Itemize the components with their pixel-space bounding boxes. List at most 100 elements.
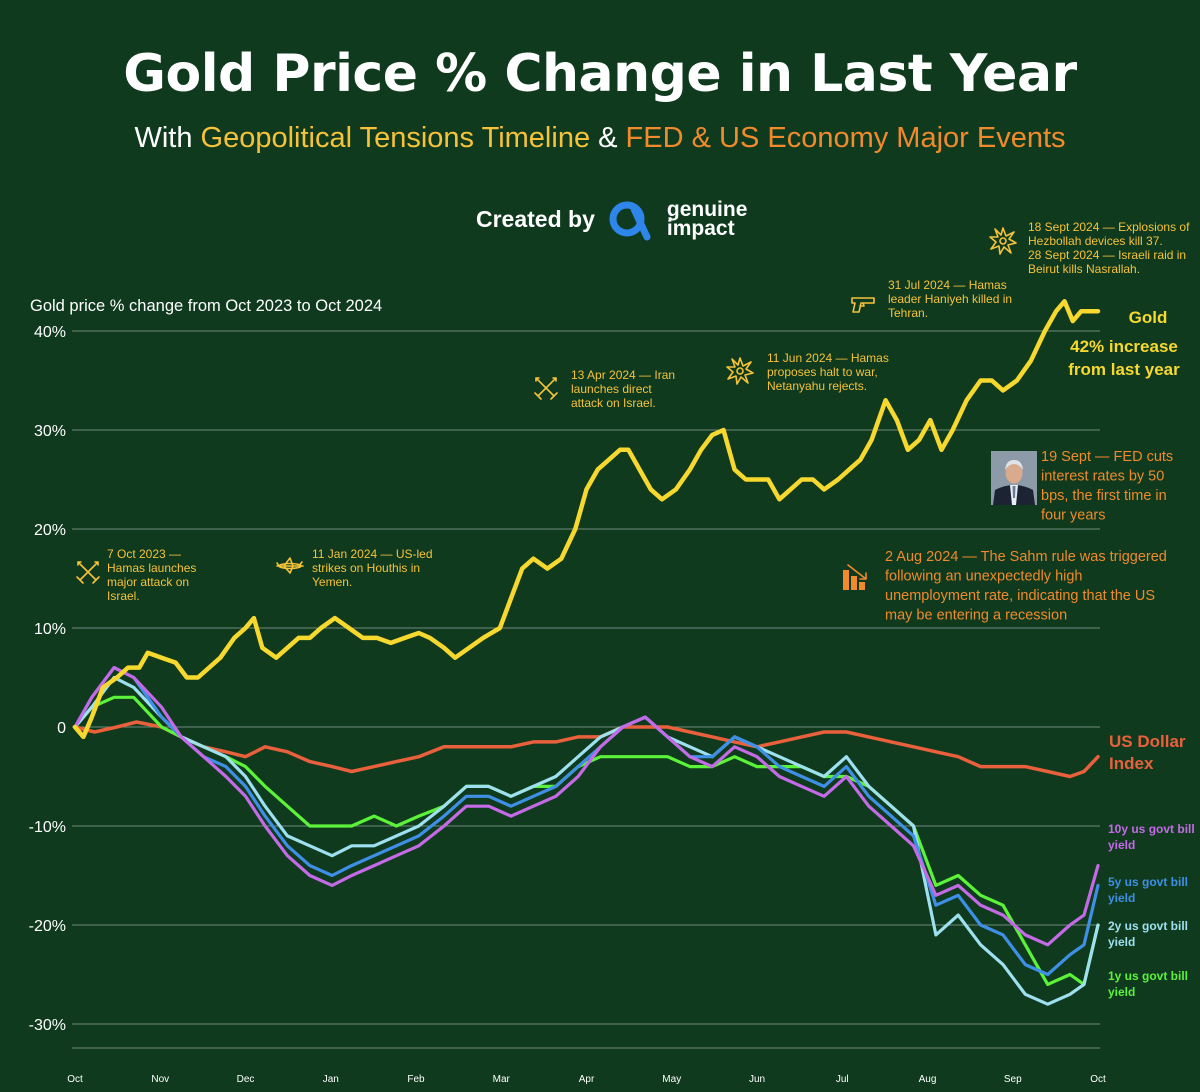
annotation-oct7-line: Israel. [107, 589, 140, 603]
gold-note-line1: 42% increase [1070, 337, 1178, 356]
y1-label-line2: yield [1108, 985, 1135, 999]
plane-shape [276, 557, 304, 574]
annotation-sep19-line: interest rates by 50 [1041, 469, 1164, 485]
annotation-sep19-line: 19 Sept — FED cuts [1041, 449, 1173, 465]
subtitle-geopolitical: Geopolitical Tensions Timeline [200, 122, 591, 154]
x-tick-label: Aug [919, 1074, 937, 1085]
credit-brand-line1: genuine [666, 198, 748, 221]
annotation-sep18-line: Beirut kills Nasrallah. [1028, 262, 1140, 276]
y-tick-label: -10% [29, 819, 66, 836]
y5-label-line1: 5y us govt bill [1108, 875, 1188, 889]
annotation-apr13-line: launches direct [571, 382, 652, 396]
y-tick-label: -30% [29, 1017, 66, 1034]
x-tick-label: Feb [407, 1074, 425, 1085]
x-tick-label: Sep [1004, 1074, 1022, 1085]
x-tick-label: Mar [493, 1074, 511, 1085]
swords-shape [534, 377, 558, 400]
x-tick-label: Apr [579, 1074, 595, 1085]
explosion-core [736, 367, 744, 375]
annotation-sep19-line: bps, the first time in [1041, 488, 1167, 504]
plane-icon [276, 557, 304, 574]
subtitle-prefix: With [134, 122, 193, 154]
y-tick-label: -20% [29, 918, 66, 935]
bar-3 [859, 582, 865, 590]
annotation-oct7-line: Hamas launches [107, 561, 196, 575]
bar-2 [851, 576, 857, 590]
annotation-jun11-line: 11 Jun 2024 — Hamas [767, 351, 889, 365]
series-labels: Gold 42% increase from last year US Dollar I… [1068, 308, 1194, 999]
annotation-apr13-line: 13 Apr 2024 — Iran [571, 368, 675, 382]
crossed-swords-icon [534, 377, 558, 400]
y1-label-line1: 1y us govt bill [1108, 969, 1188, 983]
annotation-aug2-line: 2 Aug 2024 — The Sahm rule was triggered [885, 549, 1167, 565]
annotation-sep18-line: 28 Sept 2024 — Israeli raid in [1028, 248, 1186, 262]
series-line-y2 [73, 675, 1100, 1006]
annotation-aug2-line: unemployment rate, indicating that the U… [885, 588, 1155, 604]
series-line-y10 [73, 665, 1100, 947]
explosion-icon [989, 227, 1017, 255]
usd-label-line2: Index [1109, 754, 1154, 773]
plane-body [278, 562, 302, 570]
series-line-y5 [73, 665, 1100, 977]
explosion-shape [989, 227, 1017, 255]
explosion-core [999, 237, 1007, 245]
annotation-sep18-line: Hezbollah devices kill 37. [1028, 234, 1163, 248]
x-tick-label: Jul [836, 1074, 849, 1085]
x-tick-label: Nov [151, 1074, 169, 1085]
y-tick-label: 20% [34, 522, 66, 539]
genuine-impact-logo-icon [609, 201, 651, 241]
series-line-y1 [73, 695, 1100, 987]
portrait-tie [1012, 486, 1016, 498]
pistol-shape [851, 297, 875, 313]
credit: Created by genuine impact [476, 196, 747, 242]
x-tick-label: Oct [67, 1074, 83, 1085]
x-tick-label: May [662, 1074, 681, 1085]
chart-subtitle: Gold price % change from Oct 2023 to Oct… [30, 297, 382, 315]
x-tick-label: Oct [1090, 1074, 1106, 1085]
y2-label-line2: yield [1108, 935, 1135, 949]
y5-label-line2: yield [1108, 891, 1135, 905]
chart-series [72, 299, 1101, 1006]
series-line-usd [73, 720, 1100, 779]
annotation-jul31-line: 31 Jul 2024 — Hamas [888, 278, 1007, 292]
swords-shape [76, 561, 100, 584]
crossed-swords-icon [76, 561, 100, 584]
y-tick-label: 10% [34, 621, 66, 638]
annotation-sep18-line: 18 Sept 2024 — Explosions of [1028, 220, 1190, 234]
chart-grid [72, 330, 1100, 1049]
x-tick-label: Dec [237, 1074, 255, 1085]
bar-1 [843, 570, 849, 590]
gold-note-line2: from last year [1068, 360, 1180, 379]
gold-label: Gold [1129, 308, 1168, 327]
credit-brand-line2: impact [666, 217, 735, 240]
y10-label-line1: 10y us govt bill [1108, 822, 1195, 836]
annotation-jan11-line: strikes on Houthis in [312, 561, 420, 575]
y-tick-label: 40% [34, 324, 66, 341]
annotation-jun11-line: proposes halt to war, [767, 365, 878, 379]
annotation-apr13-line: attack on Israel. [571, 396, 656, 410]
credit-brand: genuine impact [666, 198, 748, 240]
annotation-jan11-line: 11 Jan 2024 — US-led [312, 547, 433, 561]
y-tick-label: 0 [57, 720, 66, 737]
credit-label: Created by [476, 205, 595, 232]
annotation-oct7-line: major attack on [107, 575, 189, 589]
y-axis-ticks: 40% 30% 20% 10% 0 -10% -20% -30% [29, 324, 66, 1034]
explosion-shape [726, 357, 754, 385]
falling-bar-chart-icon [843, 564, 867, 590]
portrait-hair [1005, 460, 1023, 470]
pistol-icon [851, 297, 875, 313]
annotation-jun11-line: Netanyahu rejects. [767, 379, 867, 393]
annotation-sep19-line: four years [1041, 508, 1105, 524]
x-tick-label: Jun [749, 1074, 765, 1085]
annotation-aug2-line: following an unexpectedly high [885, 569, 1083, 585]
falling-arrow [847, 564, 867, 580]
x-axis-ticks: Oct Nov Dec Jan Feb Mar Apr May Jun Jul Aug Sep Oct [67, 1074, 1106, 1085]
annotation-jan11-line: Yemen. [312, 575, 352, 589]
subtitle-fed: FED & US Economy Major Events [625, 122, 1066, 154]
subtitle: With Geopolitical Tensions Timeline & FE… [0, 122, 1200, 155]
page-title: Gold Price % Change in Last Year [123, 44, 1077, 104]
series-line-gold [72, 299, 1101, 740]
y-tick-label: 30% [34, 423, 66, 440]
x-tick-label: Jan [323, 1074, 339, 1085]
